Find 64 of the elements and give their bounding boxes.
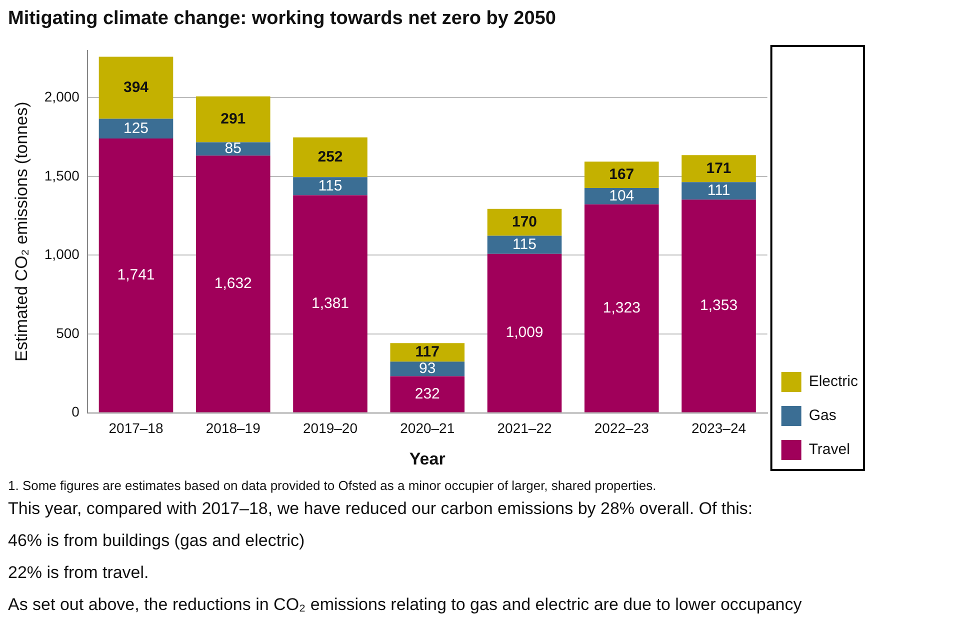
data-label: 117 bbox=[415, 344, 440, 361]
data-label: 1,741 bbox=[117, 266, 155, 284]
data-label: 171 bbox=[706, 160, 732, 177]
y-tick-label: 1,500 bbox=[44, 167, 80, 184]
data-label: 1,381 bbox=[311, 294, 350, 312]
x-tick-label: 2021–22 bbox=[497, 420, 552, 436]
data-label: 1,009 bbox=[506, 324, 544, 342]
bar bbox=[487, 208, 562, 236]
data-label: 125 bbox=[123, 120, 149, 137]
chart-title: Mitigating climate change: working towards net zero by 2050 bbox=[8, 8, 557, 30]
data-label: 170 bbox=[512, 213, 538, 230]
data-label: 93 bbox=[419, 360, 436, 378]
x-tick-label: 2023–24 bbox=[692, 420, 746, 436]
data-label: 111 bbox=[707, 182, 730, 200]
bar bbox=[487, 254, 562, 412]
data-label: 115 bbox=[512, 236, 536, 253]
x-tick-label: 2019–20 bbox=[302, 420, 358, 436]
bar bbox=[293, 137, 368, 178]
bar bbox=[584, 162, 659, 188]
data-label: 104 bbox=[609, 187, 634, 204]
text: This year, compared with 2017–18, we have reduced our carbon emissions by 28% overall. Of this: bbox=[8, 499, 754, 519]
x-axis-title: Year bbox=[409, 449, 446, 468]
y-tick-label: 2,000 bbox=[44, 88, 80, 105]
bar bbox=[196, 96, 270, 142]
x-tick-label: 2022–23 bbox=[594, 420, 650, 436]
bar bbox=[390, 343, 465, 362]
bar bbox=[98, 118, 174, 138]
y-tick-label: 1,000 bbox=[44, 246, 80, 262]
legend-label: Electric bbox=[808, 373, 858, 390]
bar bbox=[390, 362, 465, 376]
data-label: 1,632 bbox=[214, 275, 252, 292]
bar bbox=[584, 188, 659, 204]
data-label: 252 bbox=[318, 148, 343, 166]
legend-label: Travel bbox=[808, 441, 850, 458]
data-label: 232 bbox=[414, 385, 440, 402]
data-label: 394 bbox=[123, 78, 150, 96]
x-tick-label: 2018–19 bbox=[206, 420, 261, 436]
data-label: 167 bbox=[609, 166, 634, 183]
y-tick-label: 500 bbox=[56, 324, 80, 341]
data-label: 85 bbox=[224, 140, 242, 158]
x-tick-label: 2017–18 bbox=[108, 420, 164, 436]
text: 1. Some figures are estimates based on data provided to Ofsted as a minor occupier of larger, shared properties. bbox=[8, 478, 658, 493]
bar bbox=[98, 56, 174, 119]
data-label: 291 bbox=[220, 110, 246, 128]
y-tick-label: 0 bbox=[72, 404, 80, 420]
bar bbox=[293, 195, 368, 412]
legend-label: Gas bbox=[808, 407, 836, 424]
bar bbox=[584, 204, 659, 412]
text: As set out above, the reductions in CO₂ emissions relating to gas and electric are due to lower occupancy bbox=[8, 595, 803, 615]
bar bbox=[682, 155, 756, 182]
y-axis-title: Estimated CO₂ emissions (tonnes) bbox=[12, 102, 31, 362]
bar bbox=[682, 182, 756, 200]
text: 22% is from travel. bbox=[8, 563, 150, 583]
bar bbox=[196, 156, 270, 412]
bar bbox=[98, 138, 174, 412]
data-label: 115 bbox=[318, 177, 342, 194]
text: 46% is from buildings (gas and electric) bbox=[8, 531, 306, 551]
bar bbox=[293, 177, 368, 196]
bar bbox=[682, 200, 756, 412]
bar bbox=[390, 376, 465, 412]
data-label: 1,353 bbox=[700, 297, 738, 314]
bar bbox=[487, 236, 562, 254]
data-label: 1,323 bbox=[602, 299, 640, 316]
x-tick-label: 2020–21 bbox=[400, 420, 455, 436]
